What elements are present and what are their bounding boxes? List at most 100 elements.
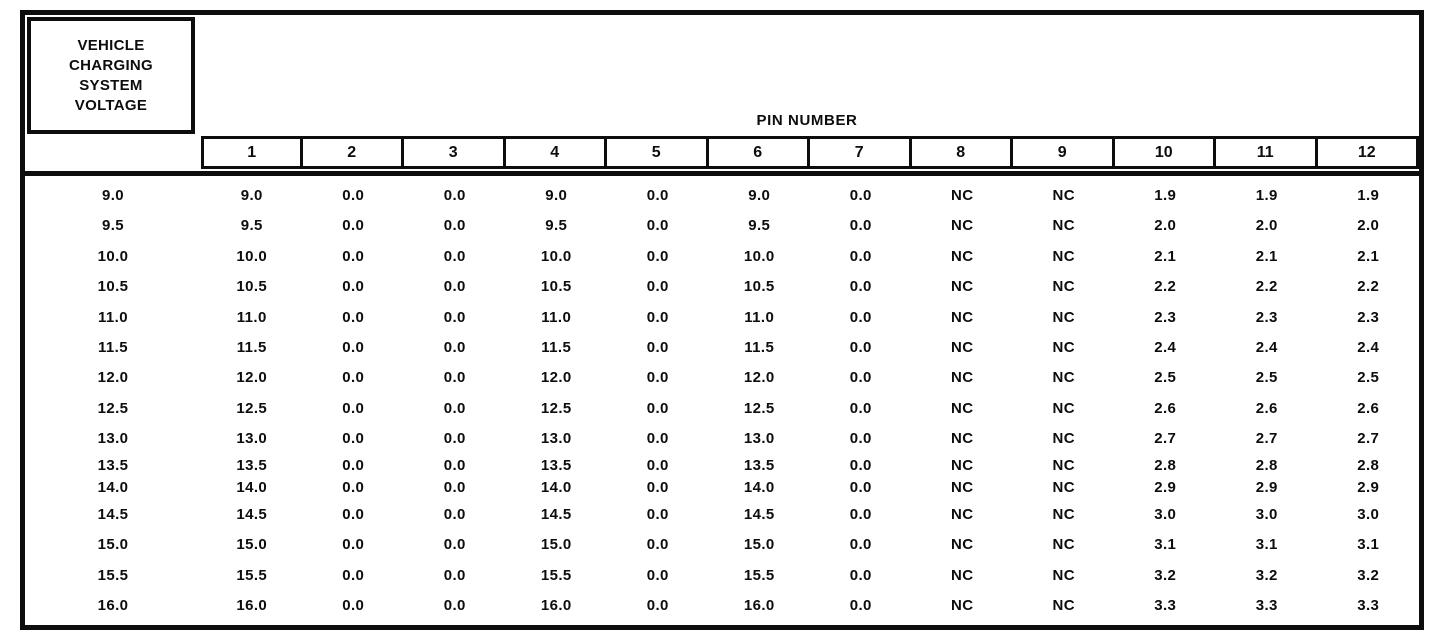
table-row: 14.5 14.5 0.0 0.0 14.5 0.0 14.5 0.0 NC NC 3.0 3.0 3.…	[25, 499, 1419, 529]
pin-value-cell: 0.0	[646, 430, 669, 448]
voltage-cell: 15.0	[97, 536, 129, 554]
row-header-line: VOLTAGE	[74, 96, 148, 114]
pin-value-cell: 0.0	[443, 566, 466, 584]
pin-value-cell: 2.3	[1255, 308, 1278, 326]
voltage-cell: 9.0	[101, 186, 125, 204]
pin-header-cell: 6	[705, 136, 810, 169]
pin-value-cell: 0.0	[342, 479, 365, 497]
pin-value-cell: 15.5	[743, 566, 775, 584]
pin-value-cell: 16.0	[540, 597, 572, 615]
pin-value-cell: 0.0	[849, 479, 872, 497]
pin-value-cell: 15.5	[236, 566, 268, 584]
pin-value-cell: 11.5	[744, 338, 775, 356]
pin-value-cell: 0.0	[342, 456, 365, 474]
pin-value-cell: 1.9	[1255, 186, 1278, 204]
pin-value-cell: 14.5	[743, 505, 775, 523]
pin-value-cell: 15.0	[540, 536, 572, 554]
pin-value-cell: 0.0	[443, 536, 466, 554]
pin-value-cell: 13.5	[743, 456, 775, 474]
pin-value-cell: 12.0	[236, 369, 268, 387]
pin-value-cell: 0.0	[646, 479, 669, 497]
pin-value-cell: NC	[951, 338, 974, 356]
pin-value-cell: 0.0	[646, 247, 669, 265]
pin-value-cell: NC	[1052, 247, 1075, 265]
voltage-cell: 10.0	[97, 247, 129, 265]
pin-value-cell: NC	[951, 369, 974, 387]
pin-value-cell: 0.0	[342, 186, 365, 204]
pin-value-cell: NC	[951, 217, 974, 235]
pin-value-cell: 0.0	[849, 399, 872, 417]
table-row: 13.5 13.5 0.0 0.0 13.5 0.0 13.5 0.0 NC NC 2.8 2.8 2.…	[25, 454, 1419, 477]
voltage-pin-table: VEHICLE CHARGING SYSTEM VOLTAGE PIN NUMB…	[20, 10, 1424, 630]
pin-value-cell: 0.0	[342, 430, 365, 448]
pin-value-cell: NC	[1052, 186, 1075, 204]
pin-value-cell: 9.0	[240, 186, 263, 204]
pin-value-cell: 0.0	[646, 456, 669, 474]
pin-value-cell: 9.0	[545, 186, 568, 204]
table-row: 14.0 14.0 0.0 0.0 14.0 0.0 14.0 0.0 NC NC 2.9 2.9 2.…	[25, 477, 1419, 500]
voltage-cell: 10.5	[97, 278, 129, 296]
pin-value-cell: 0.0	[646, 566, 669, 584]
pin-value-cell: 2.9	[1255, 479, 1278, 497]
pin-value-cell: 3.1	[1357, 536, 1380, 554]
pin-value-cell: 2.8	[1255, 456, 1278, 474]
pin-header-cell: 10	[1111, 136, 1216, 169]
pin-value-cell: 0.0	[849, 430, 872, 448]
table-row: 13.0 13.0 0.0 0.0 13.0 0.0 13.0 0.0 NC NC 2.7 2.7 2.…	[25, 424, 1419, 454]
pin-value-cell: 12.5	[540, 399, 572, 417]
pin-value-cell: 0.0	[646, 505, 669, 523]
pin-value-cell: 0.0	[849, 278, 872, 296]
pin-value-cell: NC	[1052, 399, 1075, 417]
pin-value-cell: NC	[1052, 505, 1075, 523]
pin-value-cell: NC	[951, 479, 974, 497]
pin-header-cell: 8	[908, 136, 1013, 169]
pin-header-cell: 5	[604, 136, 709, 169]
pin-value-cell: 13.0	[236, 430, 268, 448]
pin-value-cell: 0.0	[443, 505, 466, 523]
pin-value-cell: 2.3	[1154, 308, 1177, 326]
pin-value-cell: 0.0	[443, 338, 466, 356]
table-header-top: VEHICLE CHARGING SYSTEM VOLTAGE PIN NUMB…	[25, 15, 1419, 136]
voltage-cell: 11.5	[98, 338, 128, 356]
pin-header-cell: 9	[1010, 136, 1115, 169]
table-row: 15.0 15.0 0.0 0.0 15.0 0.0 15.0 0.0 NC NC 3.1 3.1 3.…	[25, 530, 1419, 560]
pin-value-cell: NC	[1052, 278, 1075, 296]
pin-value-cell: NC	[951, 566, 974, 584]
pin-value-cell: 0.0	[443, 479, 466, 497]
pin-value-cell: 0.0	[443, 597, 466, 615]
pin-value-cell: NC	[951, 430, 974, 448]
pin-value-cell: 14.0	[236, 479, 268, 497]
header-body-divider	[25, 171, 1419, 176]
pin-value-cell: 2.8	[1357, 456, 1380, 474]
pin-value-cell: 2.7	[1357, 430, 1380, 448]
pin-value-cell: 2.4	[1357, 338, 1380, 356]
pin-value-cell: 0.0	[646, 308, 669, 326]
table-row: 10.5 10.5 0.0 0.0 10.5 0.0 10.5 0.0 NC NC 2.2 2.2 2.…	[25, 271, 1419, 301]
pin-value-cell: 9.0	[748, 186, 771, 204]
pin-value-cell: 3.0	[1154, 505, 1177, 523]
pin-value-cell: NC	[1052, 338, 1075, 356]
pin-value-cell: 10.5	[540, 278, 572, 296]
pin-value-cell: 0.0	[849, 186, 872, 204]
pin-value-cell: NC	[951, 505, 974, 523]
corner-empty-cell	[25, 136, 201, 169]
pin-value-cell: NC	[951, 186, 974, 204]
pin-value-cell: NC	[1052, 430, 1075, 448]
pin-value-cell: 0.0	[646, 217, 669, 235]
table-row: 12.5 12.5 0.0 0.0 12.5 0.0 12.5 0.0 NC NC 2.6 2.6 2.…	[25, 393, 1419, 423]
pin-value-cell: 0.0	[443, 430, 466, 448]
pin-value-cell: 15.5	[540, 566, 572, 584]
pin-value-cell: 0.0	[849, 597, 872, 615]
pin-value-cell: 0.0	[849, 338, 872, 356]
table-row: 12.0 12.0 0.0 0.0 12.0 0.0 12.0 0.0 NC NC 2.5 2.5 2.…	[25, 363, 1419, 393]
table-row: 15.5 15.5 0.0 0.0 15.5 0.0 15.5 0.0 NC NC 3.2 3.2 3.…	[25, 560, 1419, 590]
pin-header-cell: 12	[1314, 136, 1419, 169]
pin-value-cell: NC	[1052, 308, 1075, 326]
pin-value-cell: 12.0	[540, 369, 572, 387]
pin-value-cell: 2.8	[1154, 456, 1177, 474]
pin-value-cell: 14.0	[540, 479, 572, 497]
pin-value-cell: 0.0	[849, 456, 872, 474]
pin-value-cell: 0.0	[342, 247, 365, 265]
pin-value-cell: NC	[951, 247, 974, 265]
pin-value-cell: 0.0	[646, 186, 669, 204]
